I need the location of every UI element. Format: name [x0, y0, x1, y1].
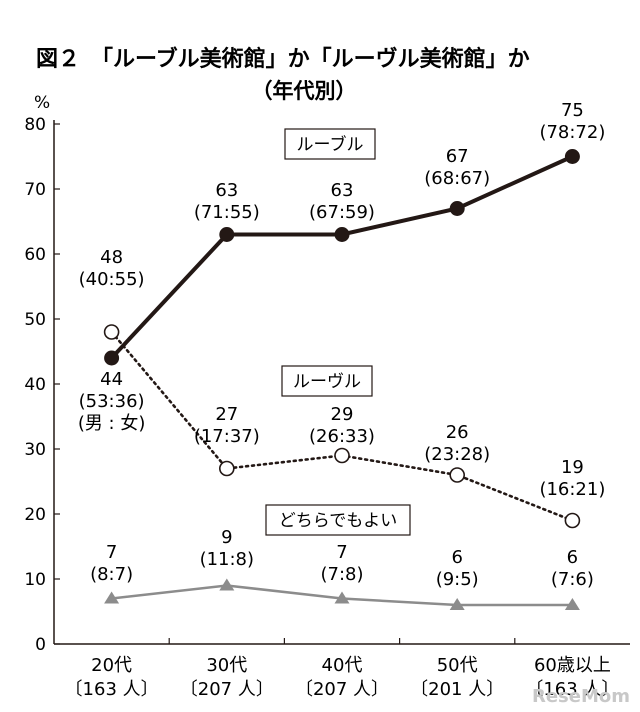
legend-label: ルーブル	[297, 134, 364, 155]
legend-either: どちらでもよい	[265, 504, 411, 536]
data-point	[334, 447, 350, 464]
data-label-line: (7:8)	[320, 564, 363, 585]
data-point	[449, 201, 465, 216]
data-point	[334, 227, 350, 242]
watermark-logo: ReseMom	[532, 686, 630, 707]
data-label-line: 7	[336, 542, 347, 563]
data-label-line: (11:8)	[200, 549, 254, 570]
x-category-count: 〔201 人〕	[410, 679, 504, 700]
data-label-line: (23:28)	[424, 444, 490, 465]
legend-box	[265, 504, 411, 536]
data-point	[104, 350, 120, 366]
x-category-count: 〔207 人〕	[295, 679, 389, 700]
data-label-line: 19	[561, 457, 584, 478]
x-category-count: 〔163 人〕	[525, 679, 619, 700]
data-label: 7(8:7)	[90, 542, 133, 585]
data-label-line: 44	[100, 369, 123, 390]
data-point	[564, 512, 581, 529]
y-tick-label: 0	[35, 635, 46, 655]
data-label: 44(53:36)(男 : 女)	[78, 369, 146, 434]
data-label-line: (67:59)	[309, 202, 375, 223]
x-category-label: 20代	[91, 655, 132, 676]
data-label-line: 27	[215, 404, 238, 425]
legend-label: どちらでもよい	[279, 511, 398, 531]
data-label-line: (71:55)	[194, 202, 260, 223]
data-label-line: 9	[221, 527, 232, 548]
y-tick-label: 80	[24, 115, 46, 135]
data-label: 7(7:8)	[320, 542, 363, 585]
data-label-line: 29	[331, 404, 354, 425]
data-label-line: (9:5)	[436, 569, 479, 590]
data-label-line: 63	[331, 180, 354, 201]
data-point	[103, 324, 120, 340]
data-point	[219, 578, 235, 591]
chart-subtitle: （年代別）	[252, 79, 357, 103]
data-label: 63(67:59)	[309, 180, 375, 223]
series-layer	[103, 149, 581, 610]
legend-louvre-v: ルーヴル	[281, 365, 373, 397]
y-tick-label: 40	[24, 375, 46, 395]
data-label-line: 7	[106, 542, 117, 563]
data-label: 67(68:67)	[424, 146, 490, 189]
data-point	[449, 598, 465, 610]
y-tick-label: 60	[24, 245, 46, 265]
data-label: 29(26:33)	[309, 404, 375, 447]
data-point	[219, 227, 235, 242]
axes: 0 10 20 30 40 50 60 70 80 20代〔163 人〕 30代〔207 人〕 40代…	[24, 115, 630, 700]
data-label-line: (7:6)	[551, 569, 594, 590]
x-category-label: 60歳以上	[534, 655, 611, 676]
data-label-line: (16:21)	[539, 479, 605, 500]
legend-label: ルーヴル	[293, 372, 361, 392]
legend-louvre-b: ルーブル	[284, 128, 376, 160]
y-tick-label: 70	[24, 180, 46, 200]
data-point	[449, 467, 466, 483]
data-label-line: (8:7)	[90, 564, 133, 585]
legend-box	[281, 365, 373, 397]
y-tick-label: 30	[24, 440, 46, 460]
chart-title: 図２ 「ルーブル美術館」か「ルーヴル美術館」か	[36, 46, 530, 72]
data-label-line: (17:37)	[194, 426, 260, 447]
x-category-count: 〔207 人〕	[180, 679, 274, 700]
data-label: 9(11:8)	[200, 527, 254, 570]
data-point	[334, 591, 350, 604]
y-tick-label: 20	[24, 505, 46, 525]
data-label: 75(78:72)	[539, 100, 605, 143]
data-label-line: 67	[446, 146, 469, 167]
data-label: 6(7:6)	[551, 547, 594, 590]
data-labels: 44(53:36)(男 : 女)63(71:55)63(67:59)67(68:…	[78, 100, 606, 590]
x-category-count: 〔163 人〕	[65, 679, 159, 700]
data-label-line: (68:67)	[424, 168, 490, 189]
data-label-line: 26	[446, 422, 469, 443]
y-tick-label: 10	[24, 570, 46, 590]
y-axis-unit: %	[34, 93, 50, 113]
data-point	[104, 591, 120, 604]
data-point	[564, 598, 580, 610]
y-tick-label: 50	[24, 310, 46, 330]
x-category-label: 50代	[437, 655, 478, 676]
data-label: 26(23:28)	[424, 422, 490, 465]
data-point	[219, 460, 235, 477]
data-label-line: 6	[567, 547, 578, 568]
data-label-line: (40:55)	[79, 269, 145, 290]
data-label: 19(16:21)	[539, 457, 605, 500]
data-label-line: 63	[215, 180, 238, 201]
data-label: 6(9:5)	[436, 547, 479, 590]
data-label-line: 6	[451, 547, 462, 568]
x-category-label: 30代	[206, 655, 247, 676]
data-label-line: 48	[100, 247, 123, 268]
data-label: 48(40:55)	[79, 247, 145, 290]
x-category-label: 40代	[322, 655, 363, 676]
data-label: 63(71:55)	[194, 180, 260, 223]
data-label-line: (78:72)	[539, 122, 605, 143]
data-label: 27(17:37)	[194, 404, 260, 447]
data-label-line: 75	[561, 100, 584, 121]
data-label-line: (26:33)	[309, 426, 375, 447]
data-point	[564, 149, 580, 164]
legend-box	[284, 128, 376, 160]
data-label-line: (男 : 女)	[78, 413, 146, 434]
data-label-line: (53:36)	[79, 391, 145, 412]
